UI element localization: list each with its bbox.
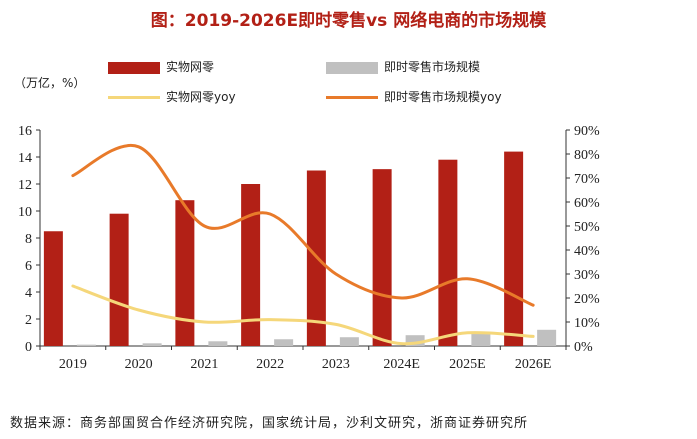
legend-item-online-retail-yoy: 实物网零yoy (108, 88, 236, 105)
right-tick-label: 90% (574, 124, 600, 139)
bar-online-retail (372, 169, 392, 346)
bar-instant-retail (76, 344, 96, 346)
data-source: 数据来源：商务部国贸合作经济研究院，国家统计局，沙利文研究，浙商证券研究所 (10, 416, 529, 431)
right-tick-label: 50% (574, 220, 600, 235)
bar-instant-retail (405, 335, 425, 346)
right-tick-label: 40% (574, 244, 600, 259)
left-tick-label: 2 (25, 313, 32, 328)
left-tick-label: 4 (25, 286, 32, 301)
legend-label-online-retail: 实物网零 (166, 60, 215, 74)
bar-instant-retail (471, 332, 491, 346)
left-tick-label: 12 (18, 178, 32, 193)
bar-instant-retail (537, 329, 557, 346)
left-tick-label: 10 (18, 205, 32, 220)
bar-online-retail (241, 184, 261, 346)
bar-instant-retail (142, 343, 162, 346)
x-tick-label: 2019 (59, 357, 87, 372)
bar-instant-retail (274, 339, 294, 346)
x-tick-label: 2021 (190, 357, 218, 372)
left-tick-label: 14 (18, 151, 32, 166)
x-tick-label: 2025E (449, 357, 486, 372)
right-tick-label: 80% (574, 148, 600, 163)
bar-online-retail (43, 231, 63, 346)
legend-item-instant-retail: 即时零售市场规模 (326, 58, 480, 75)
bar-online-retail (109, 213, 129, 346)
legend-item-online-retail: 实物网零 (108, 58, 214, 75)
unit-label: （万亿，%） (14, 76, 86, 90)
right-tick-label: 20% (574, 292, 600, 307)
legend-swatch-online-retail-yoy (108, 96, 160, 99)
right-tick-label: 60% (574, 196, 600, 211)
right-tick-label: 30% (574, 268, 600, 283)
line-online-retail-yoy (71, 284, 535, 346)
legend-label-online-retail-yoy: 实物网零yoy (166, 90, 236, 104)
line-instant-retail-yoy (71, 143, 535, 307)
x-tick-label: 2024E (383, 357, 420, 372)
bar-online-retail (438, 159, 458, 346)
right-tick-label: 70% (574, 172, 600, 187)
x-tick-label: 2022 (256, 357, 284, 372)
legend-item-instant-retail-yoy: 即时零售市场规模yoy (326, 88, 502, 105)
legend-label-instant-retail: 即时零售市场规模 (384, 60, 481, 74)
legend-swatch-instant-retail (326, 61, 378, 74)
right-tick-label: 0% (574, 340, 593, 355)
legend-swatch-online-retail (108, 61, 160, 74)
x-tick-label: 2026E (515, 357, 552, 372)
bar-instant-retail (208, 341, 228, 346)
x-tick-label: 2020 (125, 357, 153, 372)
legend-label-instant-retail-yoy: 即时零售市场规模yoy (384, 90, 502, 104)
bar-online-retail (175, 200, 195, 346)
bar-instant-retail (339, 337, 359, 346)
chart-title: 图：2019-2026E即时零售vs 网络电商的市场规模 (150, 11, 547, 31)
left-tick-label: 8 (25, 232, 32, 247)
left-tick-label: 6 (25, 259, 32, 274)
legend-swatch-instant-retail-yoy (326, 96, 378, 99)
left-tick-label: 0 (25, 340, 32, 355)
left-tick-label: 16 (18, 124, 32, 139)
right-tick-label: 10% (574, 316, 600, 331)
bar-online-retail (504, 151, 524, 346)
x-tick-label: 2023 (322, 357, 350, 372)
